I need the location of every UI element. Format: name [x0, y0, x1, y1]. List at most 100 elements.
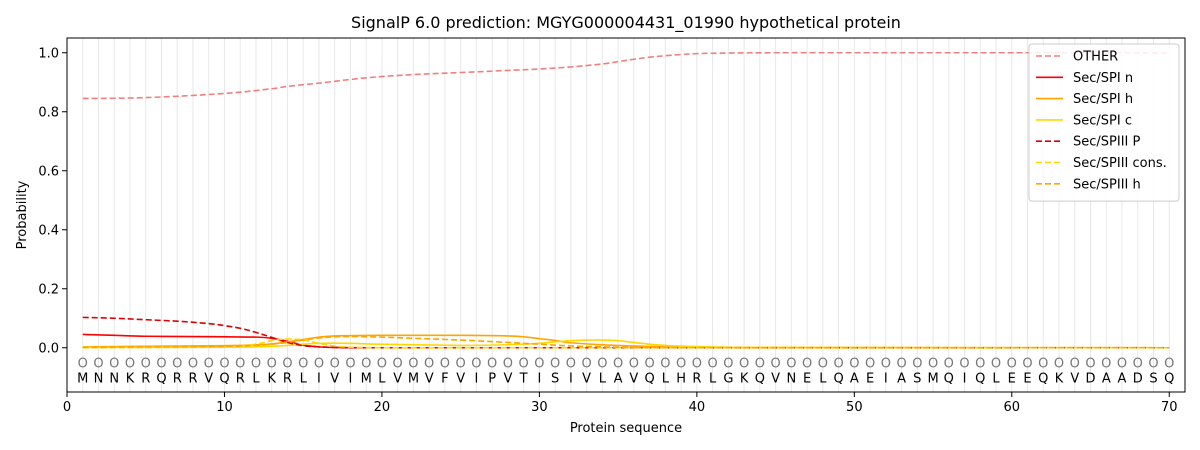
residue-label: T — [519, 371, 528, 386]
legend-box — [1028, 43, 1180, 202]
residue-label: K — [267, 371, 276, 386]
chart-title: SignalP 6.0 prediction: MGYG000004431_01… — [351, 13, 901, 33]
residue-label: S — [551, 371, 559, 386]
y-tick-label: 0.8 — [38, 105, 59, 120]
residue-label: V — [425, 371, 434, 386]
residue-label: A — [897, 371, 906, 386]
grid-lines — [82, 38, 1170, 392]
series-line-sec-spiii-h — [82, 335, 1170, 349]
region-label: O — [786, 357, 796, 372]
residue-label: Q — [156, 371, 166, 386]
residue-label: D — [1086, 371, 1096, 386]
region-label: O — [802, 357, 812, 372]
residue-label: I — [884, 371, 888, 386]
residue-label: Q — [1164, 371, 1174, 386]
region-label: O — [1148, 357, 1158, 372]
residue-label: Q — [975, 371, 985, 386]
residue-label: R — [692, 371, 701, 386]
region-label: O — [1038, 357, 1048, 372]
residue-label: A — [1118, 371, 1127, 386]
x-tick-label: 10 — [216, 400, 233, 415]
region-label: O — [944, 357, 954, 372]
residue-label: V — [503, 371, 512, 386]
residue-label: E — [1023, 371, 1031, 386]
residue-label: N — [94, 371, 104, 386]
region-label: O — [251, 357, 261, 372]
region-label: O — [534, 357, 544, 372]
residue-label: M — [927, 371, 938, 386]
residue-label: M — [77, 371, 88, 386]
y-axis-label: Probability — [15, 180, 30, 249]
x-axis: 0 10 20 30 40 50 60 70 — [63, 392, 1178, 415]
x-tick-label: 70 — [1161, 400, 1178, 415]
residue-label: I — [474, 371, 478, 386]
residue-label: I — [963, 371, 967, 386]
residue-label: A — [1102, 371, 1111, 386]
region-label: O — [849, 357, 859, 372]
legend: OTHER Sec/SPI n Sec/SPI h Sec/SPI c Sec/SPII… — [1028, 43, 1180, 202]
region-label: O — [330, 357, 340, 372]
x-tick-label: 60 — [1004, 400, 1021, 415]
residue-label: V — [629, 371, 638, 386]
region-label: O — [298, 357, 308, 372]
residue-label: V — [330, 371, 339, 386]
series-lines — [82, 51, 1170, 349]
region-label: O — [770, 357, 780, 372]
region-label: O — [896, 357, 906, 372]
region-label: O — [707, 357, 717, 372]
region-label: O — [188, 357, 198, 372]
y-axis: 0.0 0.2 0.4 0.6 0.8 1.0 — [38, 46, 67, 356]
region-label: O — [818, 357, 828, 372]
region-label: O — [865, 357, 875, 372]
residue-label: L — [709, 371, 717, 386]
region-label: O — [345, 357, 355, 372]
region-label: O — [267, 357, 277, 372]
region-label: O — [881, 357, 891, 372]
region-label: O — [991, 357, 1001, 372]
y-tick-label: 0.0 — [38, 341, 59, 356]
residue-label: Q — [1038, 371, 1048, 386]
residue-label: R — [141, 371, 150, 386]
residue-label: Q — [833, 371, 843, 386]
series-line-sec-spi-c — [82, 339, 1170, 349]
legend-label: Sec/SPI n — [1073, 71, 1133, 86]
residue-label: V — [204, 371, 213, 386]
residue-label: F — [441, 371, 448, 386]
series-line-sec-spiii-p — [82, 316, 1170, 349]
residue-label: K — [740, 371, 749, 386]
sequence-labels: OMONONOKOROQOROROVOQOROLOKOROLOIOVOIOMOL… — [77, 357, 1174, 387]
residue-label: Q — [645, 371, 655, 386]
residue-label: K — [1055, 371, 1064, 386]
residue-label: L — [819, 371, 827, 386]
residue-label: I — [349, 371, 353, 386]
region-label: O — [550, 357, 560, 372]
region-label: O — [219, 357, 229, 372]
residue-label: A — [850, 371, 859, 386]
region-label: O — [1133, 357, 1143, 372]
legend-label: Sec/SPIII h — [1073, 177, 1141, 192]
residue-label: K — [126, 371, 135, 386]
region-label: O — [125, 357, 135, 372]
residue-label: R — [173, 371, 182, 386]
y-tick-label: 0.6 — [38, 164, 59, 179]
residue-label: I — [537, 371, 541, 386]
region-label: O — [833, 357, 843, 372]
region-label: O — [975, 357, 985, 372]
region-label: O — [361, 357, 371, 372]
region-label: O — [156, 357, 166, 372]
residue-label: S — [1149, 371, 1157, 386]
region-label: O — [660, 357, 670, 372]
residue-label: G — [723, 371, 733, 386]
region-label: O — [959, 357, 969, 372]
region-label: O — [566, 357, 576, 372]
legend-label: Sec/SPI h — [1073, 92, 1133, 107]
residue-label: L — [378, 371, 386, 386]
region-label: O — [78, 357, 88, 372]
region-label: O — [582, 357, 592, 372]
x-tick-label: 50 — [846, 400, 863, 415]
legend-label: Sec/SPIII P — [1073, 135, 1141, 150]
residue-label: N — [109, 371, 119, 386]
residue-label: V — [393, 371, 402, 386]
region-label: O — [408, 357, 418, 372]
